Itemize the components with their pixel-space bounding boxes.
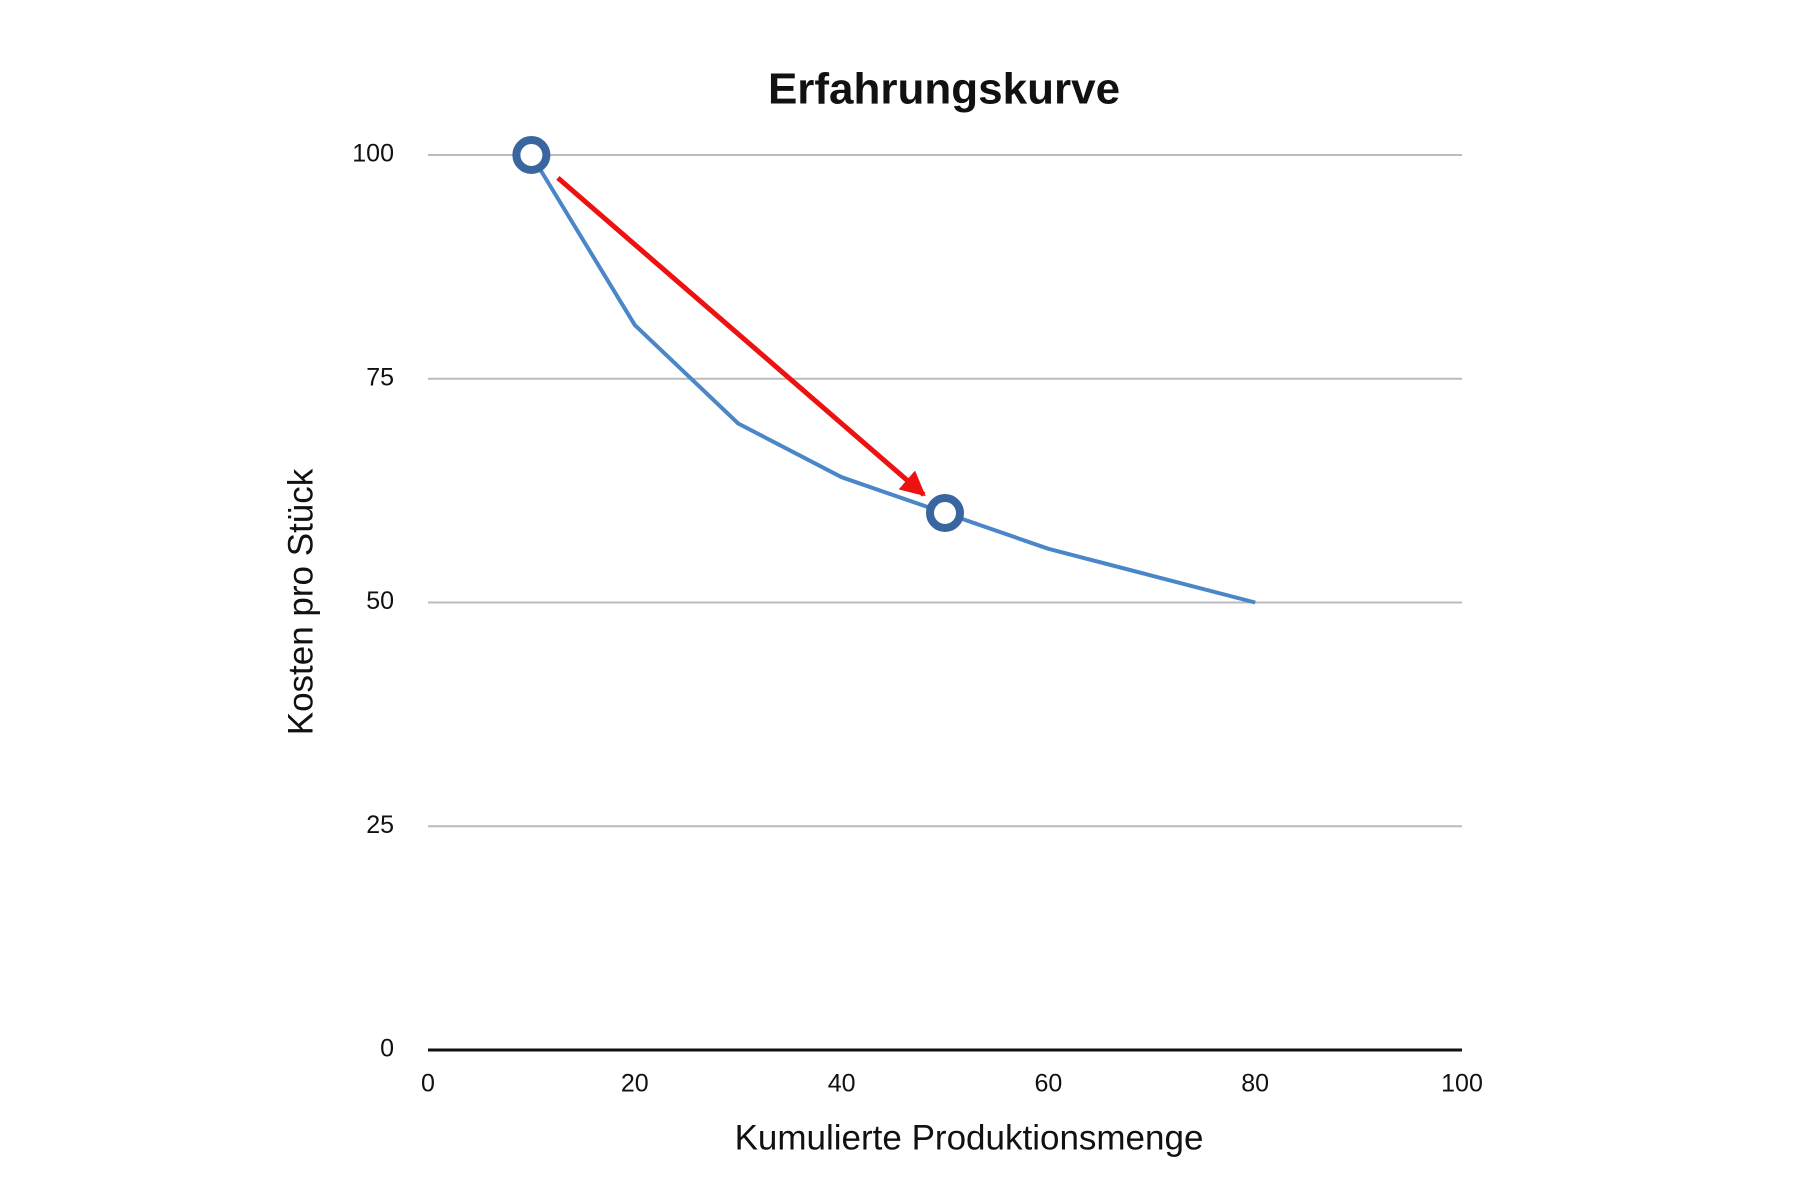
y-tick-label: 0 — [380, 1035, 394, 1063]
x-tick-label: 80 — [1241, 1070, 1269, 1098]
y-axis-label: Kosten pro Stück — [281, 468, 320, 735]
y-tick-label: 100 — [352, 140, 394, 168]
highlight-point — [512, 136, 551, 174]
y-tick-label: 75 — [366, 363, 394, 391]
y-tick-label: 25 — [366, 811, 394, 839]
x-tick-label: 100 — [1441, 1070, 1483, 1098]
x-tick-label: 40 — [828, 1070, 856, 1098]
y-tick-label: 50 — [366, 587, 394, 615]
data-line — [529, 153, 1256, 605]
x-tick-label: 60 — [1034, 1070, 1062, 1098]
x-tick-label: 0 — [421, 1070, 435, 1098]
arrow — [556, 176, 926, 497]
chart-title: Erfahrungskurve — [768, 65, 1120, 114]
highlight-point — [926, 494, 964, 532]
x-axis-label: Kumulierte Produktionsmenge — [735, 1118, 1204, 1157]
x-tick-label: 20 — [621, 1070, 649, 1098]
